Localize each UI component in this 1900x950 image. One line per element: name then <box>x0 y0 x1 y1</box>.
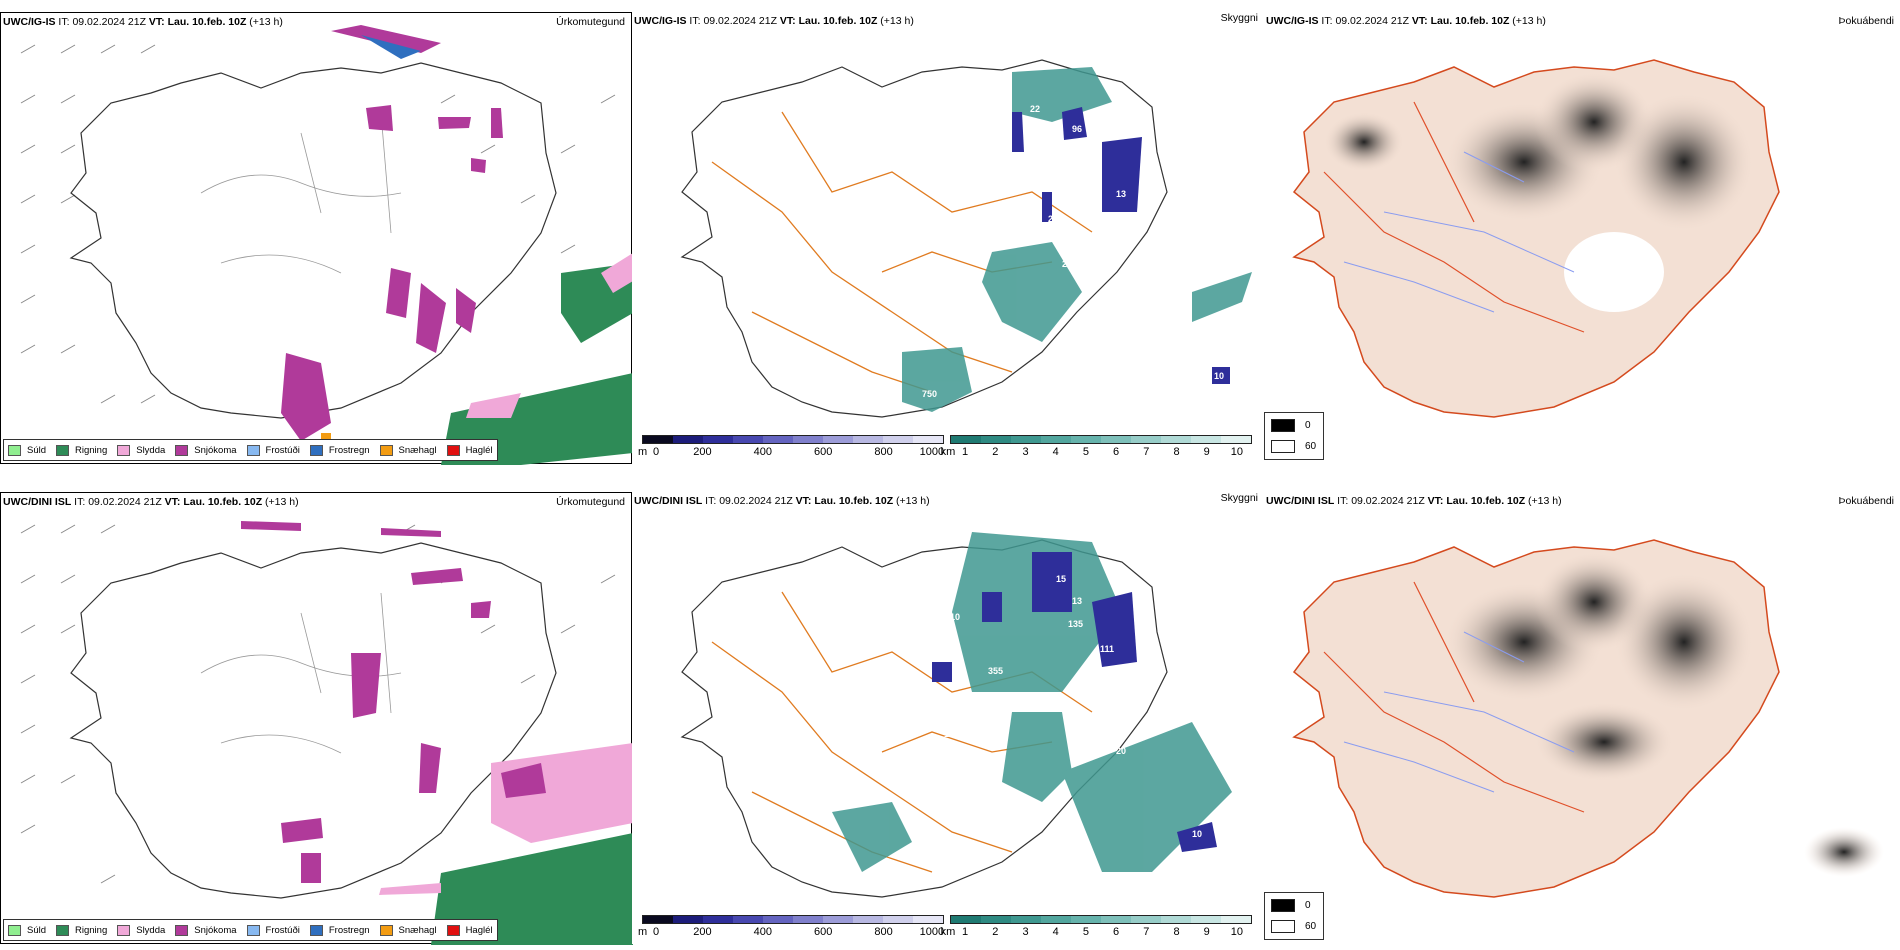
vis-value: 10 <box>1192 829 1202 839</box>
vis-value: 13 <box>1072 596 1082 606</box>
vis-value: 20 <box>1048 214 1058 224</box>
panel-header: UWC/DINI ISL IT: 09.02.2024 21Z VT: Lau.… <box>634 495 930 507</box>
panel-header: UWC/DINI ISL IT: 09.02.2024 21Z VT: Lau.… <box>1266 495 1562 507</box>
vis-value: 20 <box>1116 746 1126 756</box>
panel-header: UWC/DINI ISL IT: 09.02.2024 21Z VT: Lau.… <box>3 496 299 508</box>
vis-value: 135 <box>1068 619 1083 629</box>
fog-panel-row1: UWC/IG-IS IT: 09.02.2024 21Z VT: Lau. 10… <box>1264 12 1900 464</box>
visibility-km-colorbar: km 1 2 3 4 5 6 7 8 9 10 <box>941 915 1252 941</box>
fog-legend: 0 60 <box>1264 412 1324 460</box>
iceland-outline <box>69 542 557 899</box>
precip-type-panel-row2: UWC/DINI ISL IT: 09.02.2024 21Z VT: Lau.… <box>0 492 633 945</box>
precip-type-map <box>20 25 633 465</box>
vis-value: 22 <box>1142 614 1152 624</box>
legend-item: Slydda <box>117 444 165 456</box>
legend-item: Rigning <box>56 444 107 456</box>
precip-legend: Súld Rigning Slydda Snjókoma Frostúði Fr… <box>3 919 498 941</box>
fog-map <box>1292 539 1884 898</box>
visibility-m-colorbar: m 0 200 400 600 800 1000 <box>638 435 944 461</box>
visibility-map: 10 15 13 22 135 111 355 150 47 11 20 428… <box>680 532 1232 898</box>
precip-type-map <box>20 521 633 945</box>
vis-value: 343 <box>1062 337 1077 347</box>
panel-title: Úrkomutegund <box>556 16 625 28</box>
vis-value: 47 <box>1035 694 1045 704</box>
fog-map <box>1292 59 1780 418</box>
vis-value: 378 <box>1119 109 1134 119</box>
legend-item: Súld <box>8 924 46 936</box>
legend-item: Rigning <box>56 924 107 936</box>
vis-value: 428 <box>1056 824 1071 834</box>
precip-type-panel-row1: UWC/IG-IS IT: 09.02.2024 21Z VT: Lau. 10… <box>0 12 633 465</box>
panel-title: Þokuábendi <box>1838 495 1894 507</box>
visibility-panel-row1: 22 96 378 91 13 20 20 343 750 10 231 Sky… <box>632 12 1264 464</box>
visibility-km-colorbar: km 1 2 3 4 5 6 7 8 9 10 <box>941 435 1252 461</box>
vis-value: 20 <box>1062 259 1072 269</box>
legend-item: Slydda <box>117 924 165 936</box>
legend-item: Haglél <box>446 444 493 456</box>
vis-value: 10 <box>950 612 960 622</box>
vis-value: 22 <box>1030 104 1040 114</box>
legend-item: Súld <box>8 444 46 456</box>
vis-value: 15 <box>1056 574 1066 584</box>
visibility-m-colorbar: m 0 200 400 600 800 1000 <box>638 915 944 941</box>
precip-legend: Súld Rigning Slydda Snjókoma Frostúði Fr… <box>3 439 498 461</box>
legend-item: Frostregn <box>309 444 370 456</box>
vis-value: 355 <box>988 666 1003 676</box>
panel-title: Skyggni <box>1220 12 1258 24</box>
vis-value: 13 <box>1222 859 1232 869</box>
vis-value: 111 <box>1100 644 1114 654</box>
legend-item: Frostúði <box>246 444 300 456</box>
fog-legend: 0 60 <box>1264 892 1324 940</box>
legend-item: Snæhagl <box>379 444 437 456</box>
legend-item: Frostregn <box>309 924 370 936</box>
iceland-outline <box>680 59 1168 418</box>
vis-value: 96 <box>1072 124 1082 134</box>
vis-value: 150 <box>1138 670 1153 680</box>
panel-title: Þokuábendi <box>1838 15 1894 27</box>
legend-item: Snjókoma <box>175 924 237 936</box>
vis-value: 231 <box>1217 414 1232 424</box>
panel-title: Úrkomutegund <box>556 496 625 508</box>
legend-item: Frostúði <box>246 924 300 936</box>
legend-item: Snæhagl <box>379 924 437 936</box>
iceland-outline <box>69 62 557 419</box>
legend-item: Haglél <box>446 924 493 936</box>
visibility-panel-row2: 10 15 13 22 135 111 355 150 47 11 20 428… <box>632 492 1264 944</box>
vis-value: 11 <box>944 729 954 739</box>
fog-panel-row2: UWC/DINI ISL IT: 09.02.2024 21Z VT: Lau.… <box>1264 492 1900 944</box>
legend-item: Snjókoma <box>175 444 237 456</box>
vis-value: 13 <box>1116 189 1126 199</box>
vis-value: 10 <box>1214 371 1224 381</box>
vis-value: 750 <box>922 389 937 399</box>
panel-header: UWC/IG-IS IT: 09.02.2024 21Z VT: Lau. 10… <box>1266 15 1546 27</box>
panel-header: UWC/IG-IS IT: 09.02.2024 21Z VT: Lau. 10… <box>3 16 283 28</box>
iceland-outline <box>680 539 1168 898</box>
panel-header: UWC/IG-IS IT: 09.02.2024 21Z VT: Lau. 10… <box>634 15 914 27</box>
panel-title: Skyggni <box>1220 492 1258 504</box>
vis-value: 91 <box>1144 139 1154 149</box>
visibility-map: 22 96 378 91 13 20 20 343 750 10 231 <box>680 59 1252 424</box>
